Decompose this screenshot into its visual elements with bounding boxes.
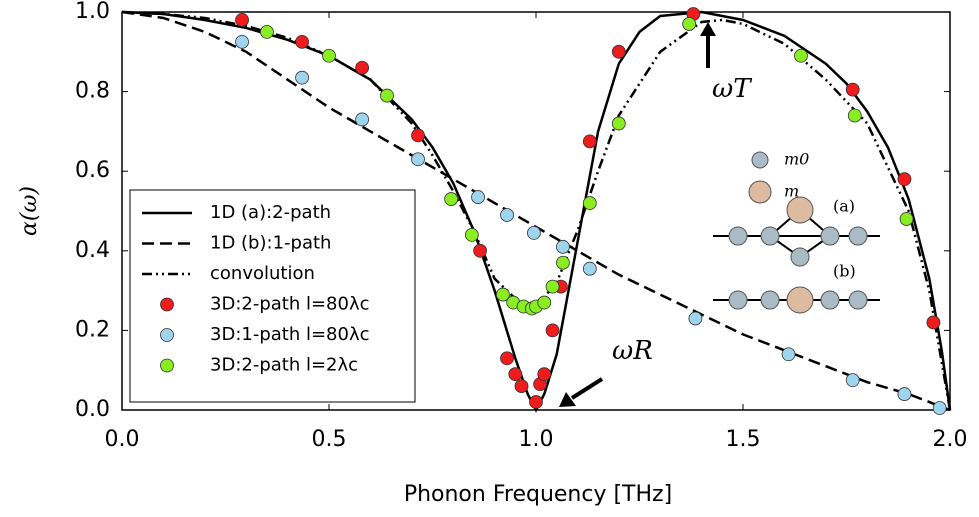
data-point (611, 44, 626, 59)
atom-light (820, 226, 840, 246)
data-point (411, 152, 425, 167)
y-axis-label: α(ω) (17, 186, 42, 236)
annotation: ωR (612, 336, 653, 366)
data-point (527, 225, 541, 240)
y-tick-label: 0.6 (75, 158, 110, 183)
legend-label: 3D:1-path l=80λc (210, 324, 370, 345)
arrow-head (700, 22, 716, 36)
data-point (847, 108, 862, 123)
data-point (355, 60, 370, 75)
data-point (235, 34, 249, 49)
legend-label: convolution (210, 263, 315, 284)
data-point (926, 315, 941, 330)
x-tick-label: 0.0 (105, 427, 140, 452)
data-point (688, 311, 703, 326)
legend-marker (160, 358, 174, 373)
legend-label: 3D:2-path l=2λc (210, 355, 358, 376)
data-point (781, 347, 796, 362)
data-point (932, 401, 947, 415)
data-point (897, 172, 912, 187)
atom-light (728, 290, 748, 310)
atom-heavy (748, 180, 772, 204)
data-point (411, 128, 425, 143)
annotation: ωT (712, 74, 752, 104)
data-point (537, 367, 552, 382)
legend-label: 1D (b):1-path (210, 233, 331, 254)
data-point (295, 34, 309, 49)
data-point (355, 112, 370, 127)
data-point (899, 212, 914, 226)
legend-label: 3D:2-path l=80λc (210, 294, 370, 315)
data-point (545, 323, 560, 338)
annotation: m0 (784, 150, 809, 169)
atom-light (760, 290, 780, 310)
atom-light (820, 290, 840, 310)
y-tick-label: 1.0 (75, 0, 110, 24)
data-point (582, 261, 597, 276)
data-point (611, 116, 626, 131)
atom-light (760, 226, 780, 246)
data-point (514, 379, 529, 394)
annotation: m (784, 182, 799, 201)
data-point (500, 351, 514, 366)
data-point (845, 82, 860, 97)
data-point (582, 196, 597, 210)
data-point (295, 70, 309, 85)
legend-marker (160, 328, 174, 342)
data-point (235, 13, 249, 27)
atom-heavy (786, 286, 814, 314)
annotation: (b) (833, 262, 856, 281)
legend-box (129, 189, 416, 403)
data-point (500, 208, 514, 222)
data-point (464, 227, 479, 242)
atom-light (848, 226, 868, 246)
data-point (537, 295, 552, 310)
inset (713, 151, 880, 314)
y-tick-label: 0.4 (75, 238, 110, 263)
y-tick-label: 0.0 (75, 397, 110, 422)
data-point (444, 192, 459, 206)
y-tick-label: 0.2 (75, 317, 110, 342)
data-point (582, 134, 597, 149)
data-point (322, 48, 336, 63)
x-tick-label: 1.0 (519, 427, 554, 452)
data-point (794, 48, 808, 63)
data-point (556, 239, 570, 254)
x-tick-label: 2.0 (933, 427, 968, 452)
data-point (380, 88, 394, 103)
data-point (259, 24, 274, 39)
legend: 1D (a):2-path 1D (b):1-path convolution 3D:… (129, 189, 416, 403)
arrow-head (559, 392, 576, 407)
atom-light (728, 226, 748, 246)
data-point (473, 243, 488, 258)
legend-marker (160, 297, 174, 312)
atom-heavy (786, 196, 814, 224)
atom-light (751, 151, 769, 169)
data-point (471, 190, 485, 204)
arrow (570, 377, 604, 400)
data-point (897, 387, 912, 401)
x-tick-label: 0.5 (312, 427, 347, 452)
data-point (845, 373, 860, 388)
data-point (529, 395, 543, 409)
annotation: (a) (833, 197, 855, 216)
data-point (495, 287, 510, 302)
data-point (508, 367, 523, 382)
data-point (682, 17, 697, 31)
y-tick-label: 0.8 (75, 79, 110, 104)
x-axis-label: Phonon Frequency [THz] (404, 482, 672, 507)
arrows (559, 22, 716, 407)
atom-light (790, 247, 810, 267)
series-line (121, 10, 952, 411)
x-tick-label: 1.5 (726, 427, 761, 452)
atom-light (848, 290, 868, 310)
legend-label: 1D (a):2-path (210, 202, 331, 223)
data-point (545, 279, 560, 294)
data-point (556, 255, 570, 270)
